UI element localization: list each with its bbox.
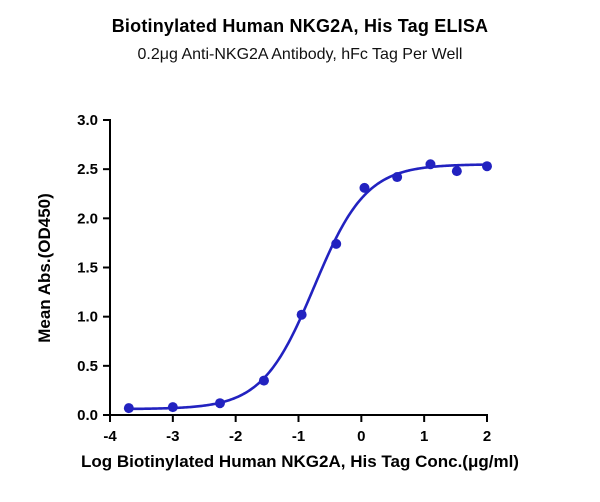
x-tick-label: -3 bbox=[166, 428, 179, 445]
data-point bbox=[123, 403, 134, 414]
y-tick-label: 1.0 bbox=[77, 309, 98, 326]
y-tick-label: 3.0 bbox=[77, 112, 98, 129]
y-tick-label: 1.5 bbox=[77, 260, 98, 277]
data-point bbox=[214, 398, 225, 409]
x-tick-label: 1 bbox=[420, 428, 428, 445]
data-point bbox=[258, 375, 269, 386]
data-point bbox=[425, 159, 436, 170]
y-tick-label: 0.0 bbox=[77, 407, 98, 424]
x-tick-label: 2 bbox=[483, 428, 491, 445]
chart-title: Biotinylated Human NKG2A, His Tag ELISA bbox=[111, 16, 489, 36]
x-tick-label: 0 bbox=[357, 428, 365, 445]
data-point bbox=[451, 166, 462, 177]
y-tick-label: 2.0 bbox=[77, 210, 98, 227]
y-tick-label: 2.5 bbox=[77, 161, 98, 178]
x-tick-label: -2 bbox=[229, 428, 242, 445]
data-point bbox=[482, 161, 492, 172]
data-point bbox=[331, 238, 342, 249]
chart-subtitle: 0.2μg Anti-NKG2A Antibody, hFc Tag Per W… bbox=[137, 46, 463, 63]
data-point bbox=[167, 402, 178, 413]
data-point bbox=[359, 182, 370, 193]
data-point bbox=[392, 172, 403, 183]
x-axis-label: Log Biotinylated Human NKG2A, His Tag Co… bbox=[81, 452, 519, 471]
x-tick-label: -4 bbox=[103, 428, 117, 445]
data-point bbox=[296, 309, 307, 320]
y-tick-label: 0.5 bbox=[77, 358, 98, 375]
x-tick-label: -1 bbox=[292, 428, 305, 445]
fit-curve bbox=[127, 163, 489, 411]
